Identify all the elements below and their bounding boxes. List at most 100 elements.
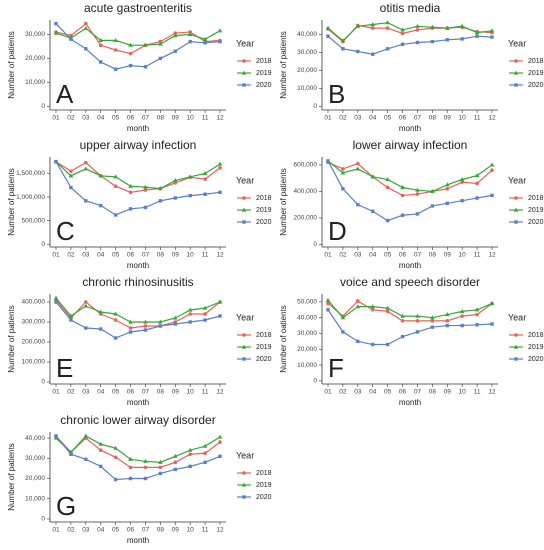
- legend-title: Year: [508, 312, 526, 322]
- x-tick-label: 12: [488, 389, 496, 396]
- data-point: [430, 39, 435, 44]
- y-tick-label: 30,000: [297, 330, 317, 337]
- y-axis-label: Number of patients: [7, 443, 16, 511]
- x-tick-label: 02: [67, 252, 75, 259]
- data-point: [415, 187, 420, 192]
- y-tick-label: 30,000: [25, 31, 45, 38]
- x-tick-label: 09: [172, 115, 180, 122]
- data-point: [459, 23, 465, 28]
- legend-marker: [514, 357, 518, 361]
- data-point: [218, 314, 222, 318]
- data-point: [172, 453, 178, 458]
- data-point: [340, 170, 346, 175]
- x-tick-label: 11: [202, 389, 209, 396]
- data-point: [385, 309, 390, 314]
- data-point: [385, 20, 390, 25]
- data-point: [113, 336, 118, 340]
- series-line: [327, 300, 493, 322]
- data-point: [98, 441, 104, 446]
- data-point: [99, 327, 103, 331]
- data-point: [54, 21, 58, 26]
- legend-label: 2020: [256, 356, 272, 363]
- data-point: [143, 188, 148, 192]
- data-point: [385, 185, 390, 190]
- legend-label: 2018: [528, 332, 544, 339]
- x-tick-label: 10: [459, 389, 467, 396]
- data-point: [203, 312, 207, 316]
- data-point: [113, 477, 118, 482]
- x-tick-label: 03: [82, 252, 90, 259]
- data-point: [371, 209, 375, 213]
- legend-title: Year: [236, 450, 254, 460]
- panel-title: lower airway infection: [353, 138, 468, 152]
- data-point: [203, 192, 207, 196]
- data-point: [158, 199, 163, 203]
- y-tick-label: 0: [41, 241, 45, 248]
- legend-label: 2018: [256, 58, 272, 65]
- data-point: [172, 315, 178, 320]
- legend-label: 2020: [528, 356, 544, 363]
- data-point: [53, 30, 59, 35]
- x-tick-label: 05: [112, 389, 120, 396]
- data-point: [202, 36, 208, 41]
- data-point: [128, 63, 133, 68]
- data-point: [474, 307, 480, 312]
- data-point: [98, 38, 104, 42]
- data-point: [474, 30, 480, 35]
- x-tick-label: 04: [97, 252, 105, 259]
- x-axis-label: month: [127, 536, 149, 545]
- x-tick-label: 06: [127, 527, 135, 534]
- data-point: [113, 213, 118, 217]
- legend-marker: [513, 344, 519, 349]
- data-point: [444, 182, 450, 187]
- data-point: [68, 313, 74, 318]
- x-tick-label: 01: [324, 252, 332, 259]
- y-tick-label: 40,000: [297, 314, 317, 321]
- panel: chronic lower airway disorder 0 10,000 20,0…: [7, 413, 272, 545]
- data-point: [400, 319, 405, 323]
- x-tick-label: 11: [202, 252, 209, 259]
- data-point: [356, 339, 360, 344]
- x-tick-label: 02: [339, 389, 347, 396]
- data-point: [188, 464, 192, 469]
- x-tick-label: 08: [157, 527, 165, 534]
- data-point: [217, 161, 223, 166]
- x-tick-label: 01: [324, 115, 332, 122]
- legend-marker: [514, 220, 518, 224]
- data-point: [217, 28, 223, 33]
- data-point: [172, 178, 178, 183]
- legend-marker: [242, 471, 246, 475]
- panel: voice and speech disorder 0 10,000 20,000 30…: [279, 275, 544, 407]
- y-tick-label: 10,000: [297, 362, 317, 369]
- x-tick-label: 01: [52, 527, 60, 534]
- data-point: [128, 42, 133, 47]
- series-line: [327, 309, 493, 346]
- data-point: [370, 304, 376, 309]
- data-point: [430, 204, 435, 208]
- data-point: [355, 304, 361, 309]
- data-point: [203, 451, 207, 456]
- x-tick-label: 02: [67, 389, 75, 396]
- x-tick-label: 08: [429, 115, 437, 122]
- data-point: [340, 315, 346, 320]
- x-tick-label: 12: [216, 527, 224, 534]
- data-point: [54, 434, 58, 438]
- x-tick-label: 04: [97, 115, 105, 122]
- y-tick-label: 0: [313, 241, 317, 248]
- data-point: [460, 198, 464, 203]
- data-point: [341, 167, 345, 171]
- data-point: [445, 201, 449, 206]
- data-point: [158, 41, 163, 46]
- data-point: [143, 65, 148, 69]
- x-tick-label: 06: [127, 115, 135, 122]
- y-tick-label: 20,000: [297, 67, 317, 74]
- panel-label: D: [328, 216, 347, 246]
- x-tick-label: 09: [444, 115, 452, 122]
- data-point: [113, 318, 118, 322]
- data-point: [445, 323, 449, 328]
- data-point: [325, 25, 331, 30]
- x-tick-label: 12: [216, 115, 224, 122]
- data-point: [475, 34, 479, 38]
- data-point: [385, 305, 390, 310]
